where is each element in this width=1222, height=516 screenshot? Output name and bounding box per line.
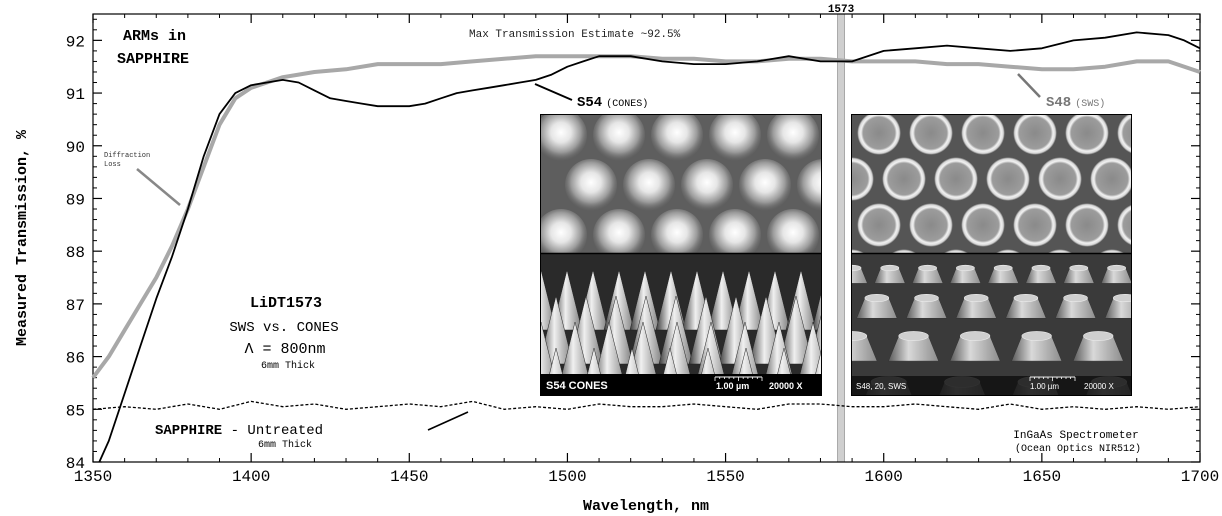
max-transmission-note: Max Transmission Estimate ~92.5% [469, 29, 681, 41]
y-tick-label: 86 [66, 350, 85, 368]
diffraction-label-line1: Diffraction [104, 152, 150, 160]
s54-label-small: (CONES) [606, 98, 648, 110]
x-tick-label: 1500 [548, 468, 586, 486]
lidt-thickness: 6mm Thick [261, 360, 315, 372]
s48-label-bold: S48 [1046, 95, 1071, 111]
y-tick-label: 84 [66, 455, 85, 473]
y-tick-label: 90 [66, 139, 85, 157]
y-tick-label: 92 [66, 33, 85, 51]
x-axis-label: Wavelength, nm [583, 498, 709, 515]
inset-s54-cones: S54 CONES 1.00 µm 20000 X [540, 114, 822, 396]
sapphire-untreated-label: SAPPHIRE - Untreated [155, 423, 323, 439]
y-tick-label: 89 [66, 191, 85, 209]
y-tick-label: 91 [66, 86, 85, 104]
chart-title-line2: SAPPHIRE [117, 51, 189, 68]
inset-s48-label: S48, 20, SWS [856, 382, 906, 391]
y-axis-ticks: 84 85 86 87 88 89 90 91 92 [66, 18, 1200, 473]
x-tick-label: 1650 [1023, 468, 1061, 486]
inset-s54-mag: 20000 X [769, 381, 803, 391]
spectrometer-label-line1: InGaAs Spectrometer [1013, 430, 1138, 442]
x-axis-ticks: 1350 1400 1450 1500 1550 1600 1650 1700 [74, 14, 1219, 486]
x-tick-label: 1350 [74, 468, 112, 486]
series-line-0 [91, 54, 1201, 379]
plot-frame [92, 13, 1201, 463]
marker-label: 1573 [828, 4, 855, 16]
s48-pointer [1017, 73, 1041, 98]
spectrometer-label-line2: (Ocean Optics NIR512) [1015, 443, 1141, 455]
lidt-title: LiDT1573 [250, 295, 322, 312]
x-tick-label: 1400 [232, 468, 270, 486]
chart-title-line1: ARMs in [123, 28, 186, 45]
y-tick-label: 87 [66, 297, 85, 315]
s48-label-small: (SWS) [1075, 98, 1105, 110]
diffraction-label-line2: Loss [104, 161, 121, 169]
series-line-2 [92, 400, 1201, 410]
sapphire-thickness: 6mm Thick [258, 439, 312, 451]
s48-label: S48 (SWS) [1046, 95, 1105, 111]
series-line-1 [98, 31, 1201, 463]
y-axis-label: Measured Transmission, % [14, 129, 31, 346]
x-tick-label: 1550 [706, 468, 744, 486]
inset-s48-scale: 1.00 µm [1030, 382, 1059, 391]
x-tick-label: 1700 [1181, 468, 1219, 486]
inset-s54-scale: 1.00 µm [716, 381, 749, 391]
s54-label: S54 (CONES) [577, 95, 648, 111]
inset-s48-sws: S48, 20, SWS 1.00 µm 20000 X [851, 114, 1132, 396]
series-layer [91, 31, 1201, 463]
y-tick-label: 85 [66, 402, 85, 420]
lidt-lambda: Λ = 800nm [244, 341, 325, 358]
x-tick-label: 1600 [865, 468, 903, 486]
inset-s48-mag: 20000 X [1084, 382, 1114, 391]
sapphire-pointer [427, 411, 469, 431]
lidt-subtitle: SWS vs. CONES [229, 320, 338, 336]
x-tick-label: 1450 [390, 468, 428, 486]
marker-band [837, 13, 845, 463]
diffraction-pointer [136, 168, 181, 206]
sapphire-rest: - Untreated [222, 423, 323, 439]
y-tick-label: 88 [66, 244, 85, 262]
svg-text:S54(CONES): S54 (CONES) [577, 95, 648, 111]
sapphire-bold: SAPPHIRE [155, 423, 222, 439]
inset-s54-label: S54 CONES [546, 380, 608, 392]
svg-text:S48(SWS): S48 (SWS) [1046, 95, 1105, 111]
s54-pointer [534, 83, 573, 101]
s54-label-bold: S54 [577, 95, 602, 111]
